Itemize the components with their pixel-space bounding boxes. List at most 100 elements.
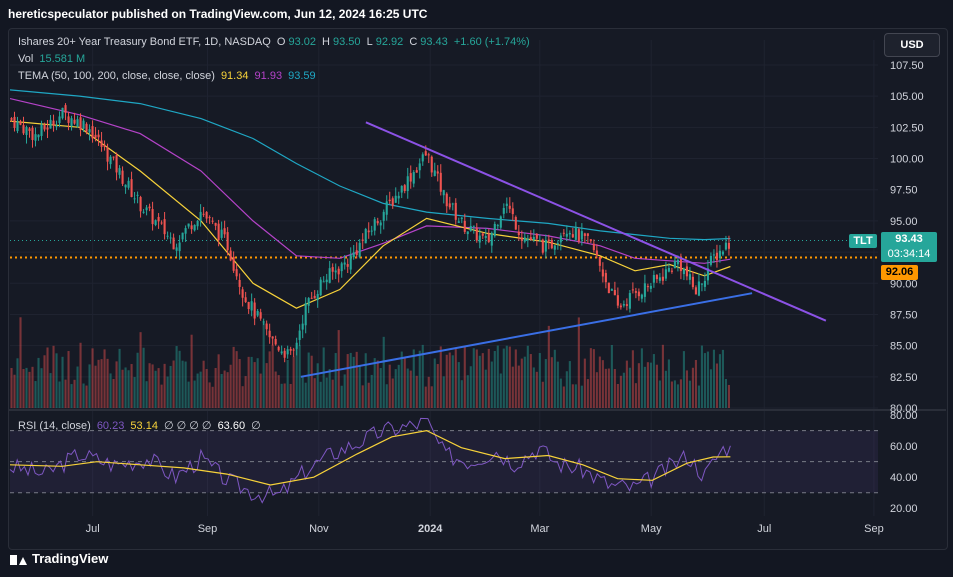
y-tick-label: 90.00 — [890, 278, 918, 290]
volume-bar — [34, 381, 37, 408]
candle-body — [268, 330, 271, 338]
volume-bar — [655, 364, 658, 408]
volume-bar — [310, 355, 313, 408]
candle-body — [703, 280, 706, 287]
candle-body — [547, 239, 550, 242]
candle-body — [592, 243, 595, 251]
candle-body — [301, 323, 304, 330]
x-tick-label: Mar — [530, 523, 549, 535]
volume-bar — [220, 374, 223, 408]
candle-body — [727, 242, 730, 249]
volume-bar — [391, 378, 394, 408]
tema-legend[interactable]: TEMA (50, 100, 200, close, close, close)… — [18, 70, 319, 82]
candle-body — [511, 208, 514, 215]
candle-body — [553, 245, 556, 250]
volume-bar — [496, 345, 499, 408]
candle-body — [70, 118, 73, 127]
volume-bar — [187, 381, 190, 408]
volume-bar — [265, 363, 268, 408]
volume-bar — [100, 359, 103, 408]
candle-body — [151, 209, 154, 225]
volume-bar — [589, 348, 592, 408]
volume-bar — [724, 379, 727, 408]
volume-bar — [514, 349, 517, 408]
candle-body — [295, 342, 298, 349]
candle-body — [343, 262, 346, 265]
volume-bar — [676, 384, 679, 408]
candle-body — [313, 295, 316, 299]
volume-bar — [685, 370, 688, 408]
candle-body — [475, 227, 478, 241]
candle-body — [52, 120, 55, 126]
tema-100-line — [9, 98, 731, 264]
candle-body — [709, 255, 712, 265]
volume-bar — [277, 375, 280, 408]
candle-body — [265, 323, 268, 330]
tradingview-logo[interactable]: TradingView — [10, 551, 108, 566]
volume-bar — [439, 346, 442, 408]
candle-body — [691, 276, 694, 288]
candle-body — [160, 222, 163, 224]
candle-body — [385, 201, 388, 215]
y-tick-label: 97.50 — [890, 185, 918, 197]
candle-body — [679, 258, 682, 272]
candle-body — [238, 279, 241, 287]
volume-bar — [175, 346, 178, 408]
candle-body — [46, 127, 49, 130]
candle-body — [568, 232, 571, 235]
volume-label: Vol — [18, 53, 34, 65]
rsi-legend[interactable]: RSI (14, close) 60.23 53.14 ∅ ∅ ∅ ∅ 63.6… — [18, 419, 264, 432]
tema-50-value: 91.34 — [220, 70, 249, 82]
candle-body — [40, 124, 43, 136]
volume-bar — [274, 371, 277, 408]
volume-legend[interactable]: Vol 15.581 M — [18, 53, 88, 65]
rsi-ma-value: 53.14 — [130, 420, 158, 432]
volume-bar — [88, 364, 91, 408]
volume-bar — [358, 366, 361, 408]
candle-body — [217, 223, 220, 241]
candle-body — [316, 294, 319, 300]
candle-body — [280, 351, 283, 354]
volume-bar — [343, 374, 346, 408]
volume-bar — [376, 360, 379, 408]
candle-body — [688, 274, 691, 280]
volume-bar — [601, 360, 604, 408]
candle-body — [154, 220, 157, 225]
candle-body — [232, 256, 235, 271]
volume-bar — [643, 366, 646, 408]
volume-bar — [118, 348, 121, 408]
volume-bar — [46, 347, 49, 408]
candle-body — [289, 348, 292, 351]
candle-body — [421, 154, 424, 162]
symbol-legend[interactable]: Ishares 20+ Year Treasury Bond ETF, 1D, … — [18, 36, 530, 48]
volume-bar — [397, 364, 400, 408]
candle-body — [436, 171, 439, 174]
candle-body — [355, 250, 358, 256]
candle-body — [322, 281, 325, 283]
volume-bar — [157, 368, 160, 408]
volume-bar — [49, 373, 52, 408]
volume-bar — [598, 356, 601, 408]
volume-bar — [247, 356, 250, 408]
volume-bar — [370, 374, 373, 408]
candle-body — [529, 237, 532, 241]
candle-body — [358, 242, 361, 257]
candle-body — [25, 127, 28, 135]
volume-bar — [214, 367, 217, 408]
candle-body — [517, 231, 520, 236]
candle-body — [628, 293, 631, 309]
volume-bar — [670, 381, 673, 408]
candle-body — [460, 217, 463, 220]
candle-body — [706, 268, 709, 281]
candle-body — [535, 233, 538, 239]
low-value: 92.92 — [375, 36, 404, 48]
candle-body — [580, 231, 583, 240]
volume-bar — [436, 364, 439, 408]
candle-body — [172, 237, 175, 250]
candle-body — [337, 268, 340, 275]
currency-button[interactable]: USD — [884, 33, 940, 57]
volume-bar — [688, 380, 691, 408]
volume-bar — [565, 371, 568, 408]
volume-bar — [328, 369, 331, 408]
